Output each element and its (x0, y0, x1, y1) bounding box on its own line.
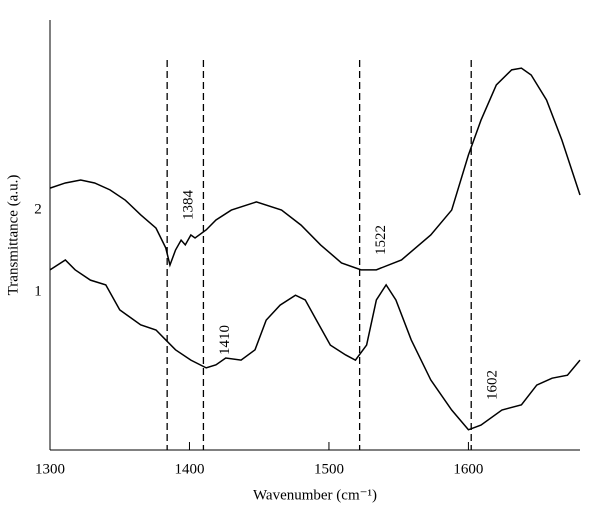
x-tick-label: 1300 (35, 461, 65, 477)
reference-label: 1602 (485, 370, 501, 400)
series-label: 1 (34, 283, 42, 299)
reference-label: 1384 (181, 190, 197, 221)
series-label: 2 (34, 202, 42, 218)
reference-label: 1522 (373, 225, 389, 255)
x-axis-label: Wavenumber (cm⁻¹) (253, 487, 377, 503)
spectrum-line (49, 258, 581, 431)
x-tick-label: 1500 (314, 461, 344, 477)
reference-label: 1410 (217, 325, 233, 355)
x-tick-label: 1600 (453, 461, 483, 477)
y-axis-label: Transmittance (a.u.) (5, 175, 21, 296)
spectrum-line (49, 67, 581, 271)
x-tick-label: 1400 (174, 461, 204, 477)
